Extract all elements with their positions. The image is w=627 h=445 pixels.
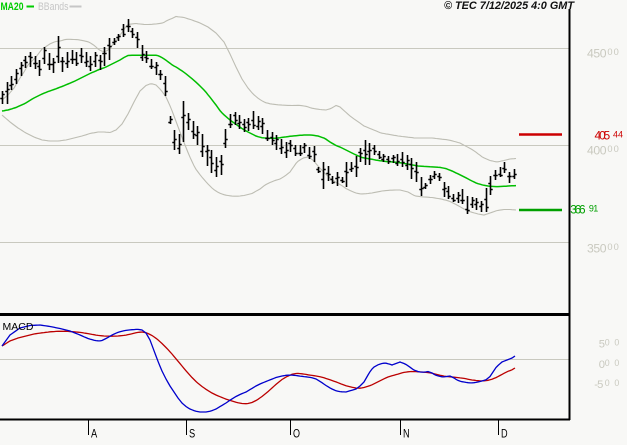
svg-text:00: 00 <box>607 47 618 57</box>
svg-text:350: 350 <box>587 242 607 256</box>
svg-text:00: 00 <box>607 144 618 154</box>
svg-text:MACD: MACD <box>3 321 34 333</box>
svg-text:© TEC 7/12/2025 4:0 GMT: © TEC 7/12/2025 4:0 GMT <box>444 0 575 12</box>
svg-text:D: D <box>501 428 508 440</box>
svg-text:450: 450 <box>587 47 607 61</box>
svg-text:-5: -5 <box>594 379 603 391</box>
svg-text:O: O <box>293 428 300 440</box>
svg-text:91: 91 <box>589 203 598 213</box>
svg-text:5: 5 <box>599 339 605 351</box>
svg-text:44: 44 <box>613 130 623 140</box>
svg-text:BBands: BBands <box>38 1 69 13</box>
svg-text:S: S <box>189 428 195 440</box>
svg-text:00: 00 <box>607 242 618 252</box>
svg-text:405: 405 <box>595 129 611 143</box>
svg-text:MA20: MA20 <box>1 1 24 13</box>
svg-text:366: 366 <box>570 203 586 217</box>
svg-text:N: N <box>403 428 410 440</box>
svg-text:400: 400 <box>587 144 607 158</box>
svg-text:A: A <box>91 428 97 440</box>
svg-text:0: 0 <box>599 359 605 371</box>
